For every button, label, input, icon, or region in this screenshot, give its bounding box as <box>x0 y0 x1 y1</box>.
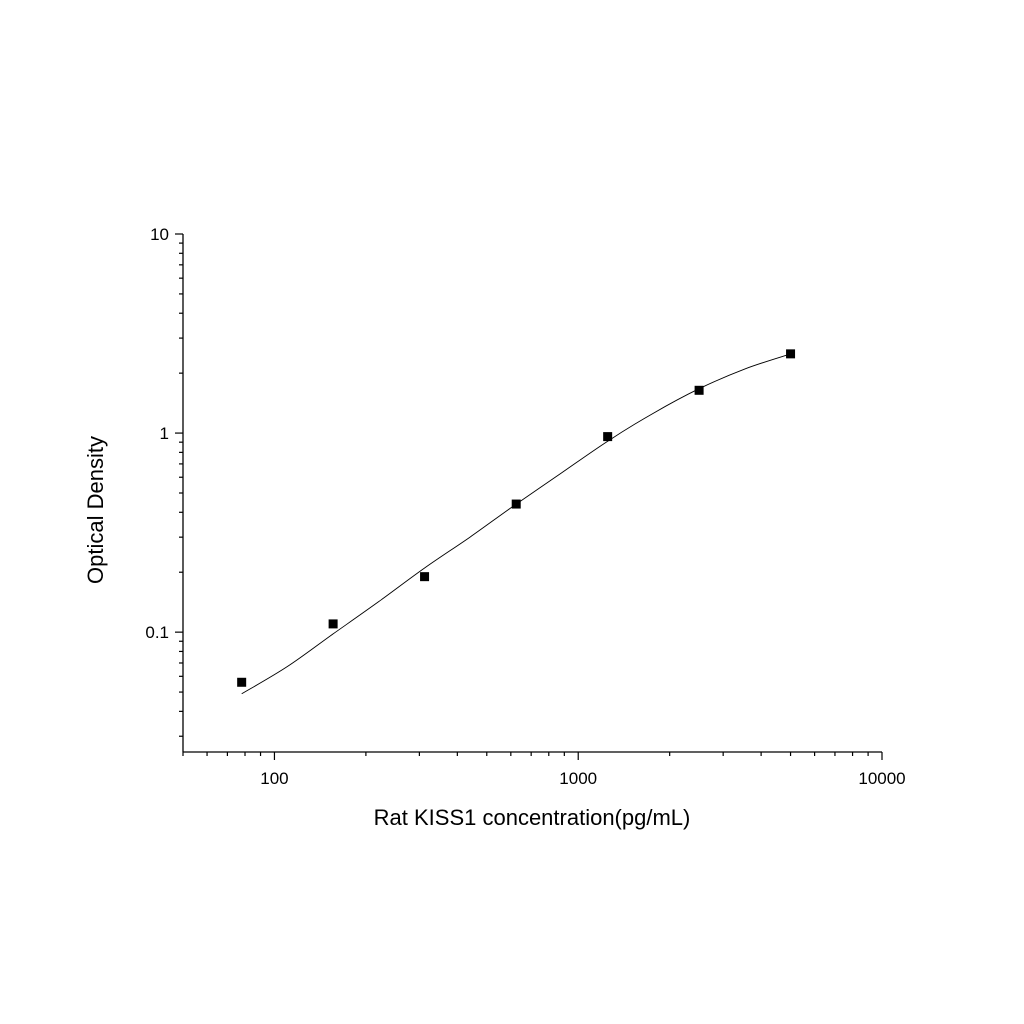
x-tick-label: 10000 <box>858 769 905 788</box>
tick-labels: 100 1000 10000 0.1 1 10 <box>145 225 905 788</box>
x-tick-label: 100 <box>260 769 288 788</box>
data-point <box>603 432 613 442</box>
data-point <box>786 349 796 359</box>
ticks <box>175 233 883 760</box>
data-point <box>511 499 521 509</box>
data-point <box>328 619 338 629</box>
y-tick-label: 10 <box>150 225 169 244</box>
fit-curve <box>241 353 791 695</box>
data-point <box>237 677 247 687</box>
x-tick-label: 1000 <box>559 769 597 788</box>
data-point <box>420 572 430 582</box>
y-tick-label: 0.1 <box>145 623 169 642</box>
data-point <box>694 385 704 395</box>
data-markers <box>237 349 796 687</box>
y-axis-title: Optical Density <box>83 436 108 584</box>
y-tick-label: 1 <box>160 424 169 443</box>
x-axis-title: Rat KISS1 concentration(pg/mL) <box>374 805 691 830</box>
